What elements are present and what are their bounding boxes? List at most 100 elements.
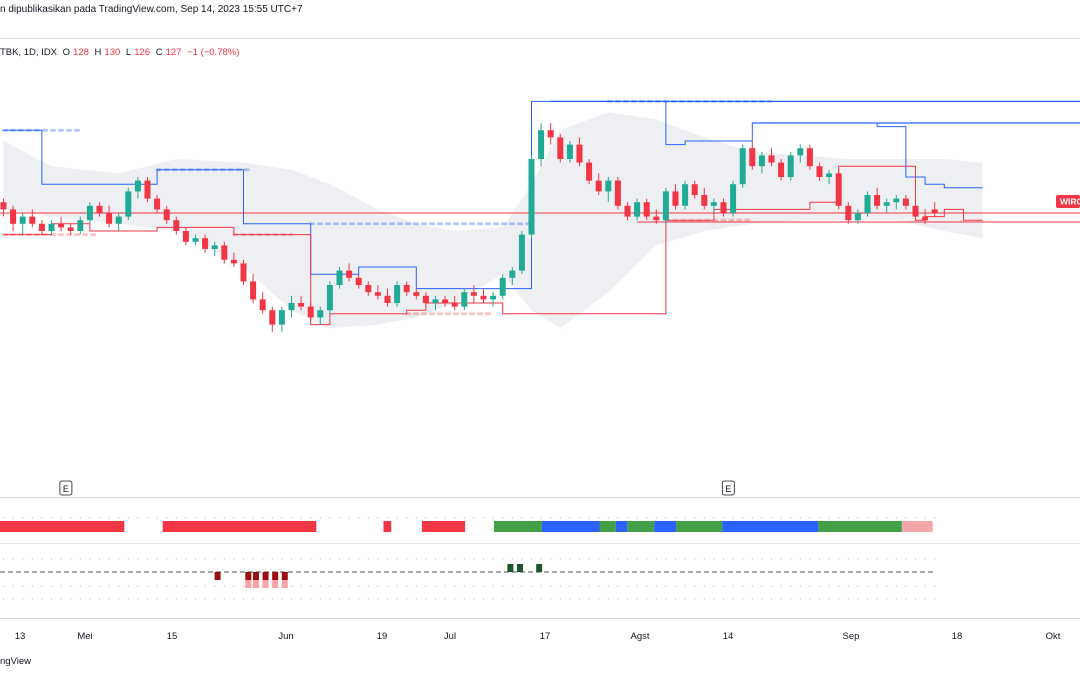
hist-dot [626, 598, 629, 600]
earnings-marker-1: E [721, 480, 735, 496]
candle-body [931, 209, 938, 213]
candle-body [0, 202, 7, 210]
candle-body [154, 198, 161, 210]
strip-dot [386, 517, 389, 519]
close-label: C [155, 47, 163, 58]
hist-dot [444, 585, 446, 587]
hist-dot [607, 585, 609, 587]
hist-dot [626, 558, 629, 560]
hist-dot [790, 598, 792, 600]
candle-body [374, 292, 381, 296]
hist-dot [146, 585, 149, 587]
strip-dot [290, 517, 293, 519]
hist-dot [886, 585, 888, 587]
strip-dot [338, 517, 341, 519]
hist-dot [866, 598, 869, 600]
hist-dot [838, 598, 840, 600]
hist-dot [415, 558, 417, 560]
hist-dot [41, 585, 43, 587]
hist-dot [847, 558, 849, 560]
strip-dot [444, 517, 446, 519]
strip-dot [722, 517, 725, 519]
hist-dot [156, 598, 158, 600]
high-label: H [94, 47, 102, 58]
hist-dot [636, 585, 638, 587]
hist-dot [396, 558, 398, 560]
strip-dot [425, 517, 427, 519]
hist-dot [722, 558, 725, 560]
hist-dot [578, 585, 581, 587]
strip-dot [406, 517, 408, 519]
hist-dot [809, 598, 811, 600]
strip-dot [751, 517, 753, 519]
hist-dot [540, 558, 542, 560]
hist-dot [406, 598, 408, 600]
hist-dot [914, 558, 917, 560]
hist-dot [569, 585, 571, 587]
hist-dot [166, 598, 168, 600]
strip-dot [60, 517, 62, 519]
hist-dot [70, 558, 72, 560]
hist-dot [41, 558, 43, 560]
candle-body [499, 277, 506, 296]
hist-dot [406, 558, 408, 560]
hist-dot [722, 585, 725, 587]
hist-dot [233, 598, 235, 600]
candle-body [230, 259, 237, 264]
x-tick-label: Mei [77, 631, 92, 642]
hist-dot [578, 558, 581, 560]
hist-dot [89, 585, 91, 587]
hist-dot [425, 585, 427, 587]
strip-dot [22, 517, 24, 519]
hist-dot [799, 558, 801, 560]
strip-dot [319, 517, 321, 519]
symbol-label[interactable]: TBK, 1D, IDX [0, 47, 58, 58]
strip-dot [655, 517, 657, 519]
hist-dot [463, 585, 465, 587]
hist-dot [905, 558, 907, 560]
candles-group [0, 123, 938, 332]
hist-dot [934, 558, 936, 560]
hist-dot [262, 598, 264, 600]
hist-dot [761, 598, 763, 600]
strip-dot [732, 517, 734, 519]
candle-body [682, 184, 689, 206]
hist-dot [358, 598, 360, 600]
open-value: 128 [73, 47, 89, 58]
hist-dot [550, 598, 552, 600]
hist-dot [223, 585, 225, 587]
hist-dot [108, 598, 110, 600]
hist-dot [70, 585, 72, 587]
hist-dot [924, 558, 926, 560]
strip-dot [857, 517, 859, 519]
hist-dot [444, 598, 446, 600]
candle-body [701, 195, 708, 206]
hist-dot [434, 598, 437, 600]
hist-dot [914, 585, 917, 587]
hist-dot [79, 585, 81, 587]
strip-dot [377, 517, 379, 519]
hist-dot [12, 558, 14, 560]
hist-dot [905, 585, 907, 587]
earnings-marker-0: E [59, 480, 73, 496]
hist-dot [175, 598, 177, 600]
strip-dot [684, 517, 686, 519]
candle-body [298, 303, 305, 307]
candle-body [115, 216, 122, 224]
hist-dot [367, 558, 369, 560]
hist-dot [607, 598, 609, 600]
hist-dot [770, 558, 773, 560]
hist-dot [396, 585, 398, 587]
hist-dot [329, 585, 331, 587]
candle-body [720, 202, 727, 213]
hist-bar [252, 580, 259, 588]
price-tag-box [1056, 195, 1080, 208]
tradingview-footer[interactable]: ngView [0, 656, 31, 667]
hist-dot [50, 598, 53, 600]
strip-dot [194, 517, 197, 519]
hist-dot [492, 585, 494, 587]
hist-dot [70, 598, 72, 600]
candle-body [566, 144, 573, 159]
hist-dot [713, 558, 715, 560]
